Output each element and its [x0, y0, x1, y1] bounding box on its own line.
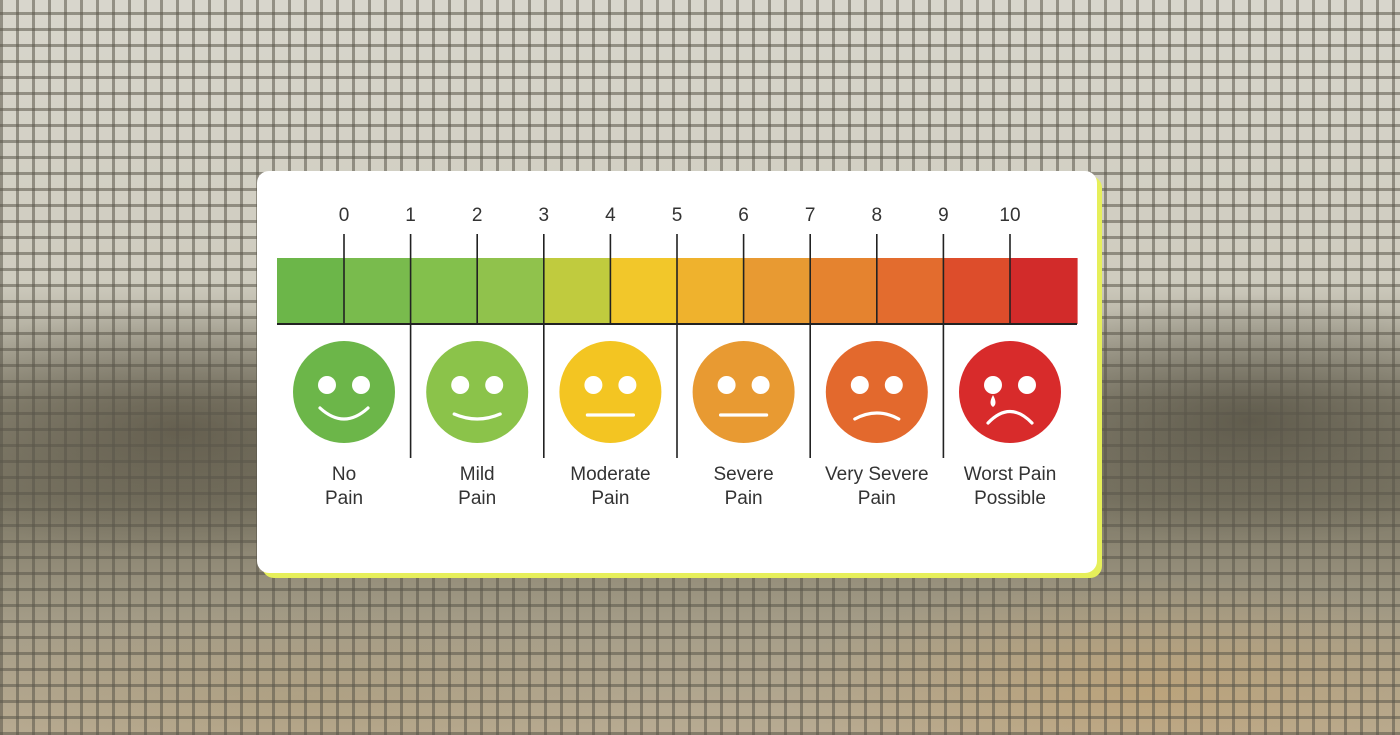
faces [293, 341, 1061, 443]
mouth [853, 411, 901, 421]
face-label-line1: Very Severe [825, 464, 929, 485]
tick-labels: 0 1 2 3 4 5 6 7 8 9 10 [339, 205, 1021, 226]
face-circle [426, 341, 529, 443]
tick-label: 7 [805, 205, 816, 226]
face-circle [825, 341, 928, 443]
tick-lines [343, 234, 1011, 458]
tick-label: 1 [405, 205, 416, 226]
tick-label: 10 [999, 205, 1020, 226]
face-label-line1: Mild [459, 464, 495, 485]
face-label-line2: Pain [458, 488, 497, 509]
eye [984, 376, 1002, 394]
face-label-line1: Worst Pain [963, 464, 1057, 485]
neutral-face-icon [692, 341, 795, 443]
face-circle [559, 341, 662, 443]
eye [485, 376, 504, 394]
eye [618, 376, 637, 394]
bar-segment [1010, 258, 1078, 324]
eye [1018, 376, 1036, 394]
eye [850, 376, 869, 394]
tear-icon [990, 395, 996, 407]
face-label: Moderate Pain [530, 463, 690, 511]
eye [717, 376, 736, 394]
face-label-line2: Pain [857, 488, 896, 509]
tick-label: 8 [872, 205, 883, 226]
eye [451, 376, 470, 394]
smile-face-icon [426, 341, 529, 443]
face-circle [959, 341, 1061, 443]
face-circle [692, 341, 795, 443]
bar-segment [810, 258, 878, 324]
neutral-face-icon [559, 341, 662, 443]
eye [584, 376, 603, 394]
color-bar [277, 258, 1078, 325]
bar-segment [877, 258, 945, 324]
face-label: Severe Pain [664, 463, 824, 511]
pain-scale-diagram: 0 1 2 3 4 5 6 7 8 9 10 [277, 205, 1078, 458]
face-label-line2: Pain [724, 488, 763, 509]
tick-label: 5 [672, 205, 683, 226]
face-label: Mild Pain [397, 463, 557, 511]
face-label: Very Severe Pain [797, 463, 957, 511]
face-circle [293, 341, 395, 443]
face-label-line1: No [331, 464, 357, 485]
bar-segment [943, 258, 1011, 324]
face-label: No Pain [264, 463, 424, 511]
tick-label: 0 [339, 205, 350, 226]
face-label: Worst Pain Possible [930, 463, 1090, 511]
face-label-line1: Moderate [570, 464, 651, 485]
eye [318, 376, 336, 394]
bar-segment [277, 258, 345, 324]
tick-label: 6 [738, 205, 749, 226]
mouth [318, 406, 370, 421]
tick-label: 9 [938, 205, 949, 226]
face-label-line1: Severe [713, 464, 774, 485]
frown-face-icon [825, 341, 928, 443]
bar-segment [677, 258, 745, 324]
tick-label: 2 [472, 205, 483, 226]
bar-segment [477, 258, 545, 324]
tick-label: 4 [605, 205, 616, 226]
face-label-line2: Possible [974, 488, 1046, 509]
eye [352, 376, 370, 394]
bar-segment [410, 258, 478, 324]
face-label-line2: Pain [324, 488, 364, 509]
eye [884, 376, 903, 394]
bar-segment [743, 258, 811, 324]
face-label-line2: Pain [591, 488, 630, 509]
bar-segment [543, 258, 611, 324]
eye [751, 376, 770, 394]
tick-label: 3 [539, 205, 550, 226]
mouth [452, 412, 502, 421]
crying-face-icon [959, 341, 1061, 443]
mouth [986, 409, 1034, 425]
pain-scale-card: 0 1 2 3 4 5 6 7 8 9 10 No Pain Mild Pain Moderate Pain S… [257, 171, 1097, 573]
big-smile-face-icon [293, 341, 395, 443]
bar-segment [610, 258, 678, 324]
bar-segment [343, 258, 411, 324]
